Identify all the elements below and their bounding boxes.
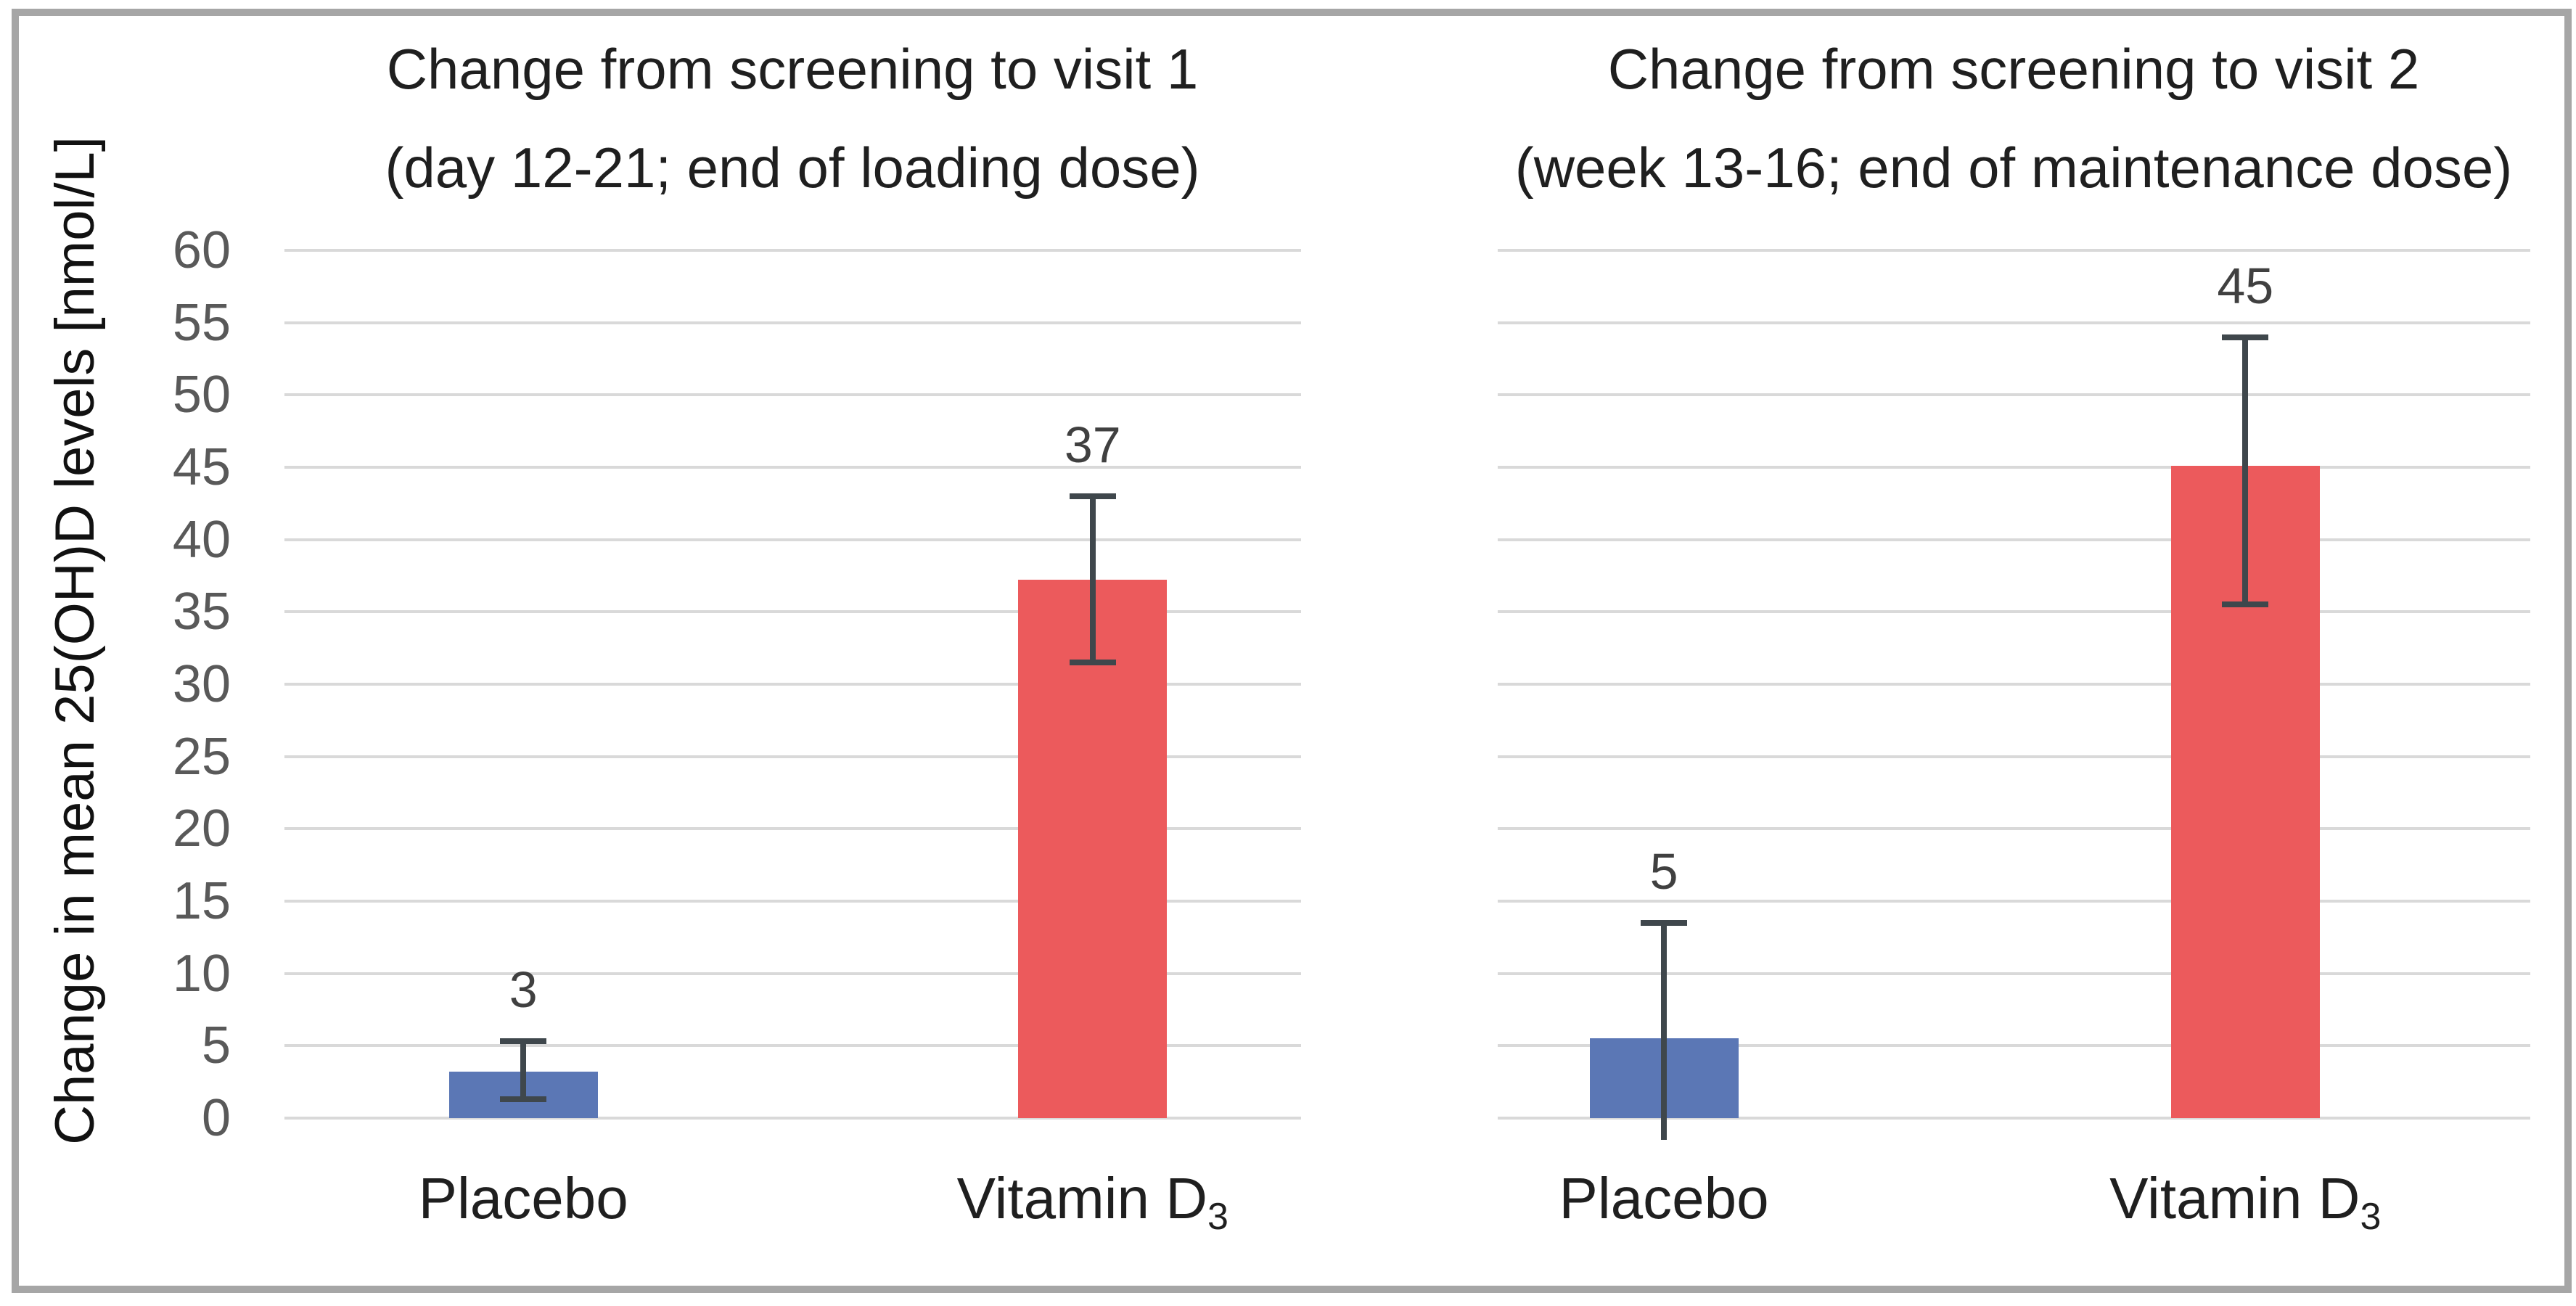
gridline-y55: [1498, 321, 2530, 324]
category-label-text: Placebo: [418, 1166, 628, 1231]
y-tick-label: 5: [201, 1017, 231, 1075]
gridline-y25: [284, 755, 1301, 758]
y-tick-label: 10: [172, 944, 231, 1003]
chart2-subtitle: (week 13-16; end of maintenance dose): [1514, 136, 2513, 200]
data-label: 45: [2217, 257, 2274, 314]
error-bar-line: [2242, 337, 2249, 605]
figure-border-frame: [12, 9, 2572, 1293]
gridline-y45: [1498, 466, 2530, 469]
y-axis-title: Change in mean 25(OH)D levels [nmol/L]: [44, 136, 106, 1145]
gridline-y40: [284, 538, 1301, 541]
gridline-y5: [1498, 1044, 2530, 1048]
category-label: Placebo: [320, 1167, 726, 1231]
gridline-y50: [284, 393, 1301, 397]
gridline-y10: [1498, 972, 2530, 975]
error-bar-cap-bottom: [500, 1096, 547, 1103]
error-bar-cap-top: [1641, 919, 1688, 926]
gridline-y15: [1498, 900, 2530, 903]
gridline-y0: [284, 1117, 1301, 1120]
gridline-y45: [284, 466, 1301, 469]
category-label-subscript: 3: [1207, 1195, 1228, 1238]
gridline-y35: [1498, 610, 2530, 614]
category-label-text: Vitamin D: [2109, 1166, 2360, 1231]
chart1-plot-area: 3 37: [284, 249, 1301, 1120]
gridline-y30: [1498, 683, 2530, 686]
gridline-y20: [284, 827, 1301, 831]
gridline-y30: [284, 683, 1301, 686]
error-bar-line: [1661, 922, 1668, 1140]
chart2-title: Change from screening to visit 2: [1607, 37, 2420, 101]
y-tick-label: 30: [172, 655, 231, 713]
gridline-y5: [284, 1044, 1301, 1048]
gridline-y35: [284, 610, 1301, 614]
error-bar-cap-top: [2222, 334, 2269, 340]
chart2-plot-area: 5 45: [1498, 249, 2530, 1140]
chart1-title: Change from screening to visit 1: [386, 37, 1199, 101]
y-tick-label: 50: [172, 366, 231, 424]
chart1-subtitle: (day 12-21; end of loading dose): [385, 136, 1200, 200]
data-label: 5: [1649, 842, 1678, 900]
gridline-y0: [1498, 1117, 2530, 1120]
data-label: 37: [1064, 416, 1121, 473]
gridline-y20: [1498, 827, 2530, 831]
category-label: Vitamin D3: [890, 1166, 1296, 1238]
category-label-subscript: 3: [2360, 1195, 2382, 1238]
category-label-text: Vitamin D: [956, 1166, 1207, 1231]
error-bar-cap-top: [1069, 493, 1116, 499]
y-tick-label: 55: [172, 293, 231, 352]
gridline-y60: [1498, 249, 2530, 252]
category-label-text: Placebo: [1559, 1166, 1769, 1231]
gridline-y50: [1498, 393, 2530, 397]
y-tick-label: 60: [172, 221, 231, 279]
gridline-y60: [284, 249, 1301, 252]
gridline-y55: [284, 321, 1301, 324]
y-tick-label: 45: [172, 438, 231, 496]
y-tick-label: 40: [172, 510, 231, 569]
gridline-y40: [1498, 538, 2530, 541]
bar-vitamin-d3: [1018, 580, 1168, 1118]
gridline-y10: [284, 972, 1301, 975]
category-label: Placebo: [1461, 1167, 1867, 1231]
category-label: Vitamin D3: [2042, 1166, 2448, 1238]
gridline-y25: [1498, 755, 2530, 758]
error-bar-line: [520, 1041, 527, 1100]
data-label: 3: [509, 961, 538, 1019]
y-tick-label: 35: [172, 583, 231, 641]
gridline-y15: [284, 900, 1301, 903]
y-tick-label: 20: [172, 800, 231, 858]
y-tick-label: 0: [201, 1089, 231, 1147]
error-bar-cap-bottom: [1069, 660, 1116, 666]
y-tick-label: 25: [172, 727, 231, 786]
error-bar-cap-top: [500, 1038, 547, 1045]
error-bar-cap-bottom: [2222, 601, 2269, 608]
y-tick-label: 15: [172, 872, 231, 930]
error-bar-line: [1089, 496, 1096, 663]
